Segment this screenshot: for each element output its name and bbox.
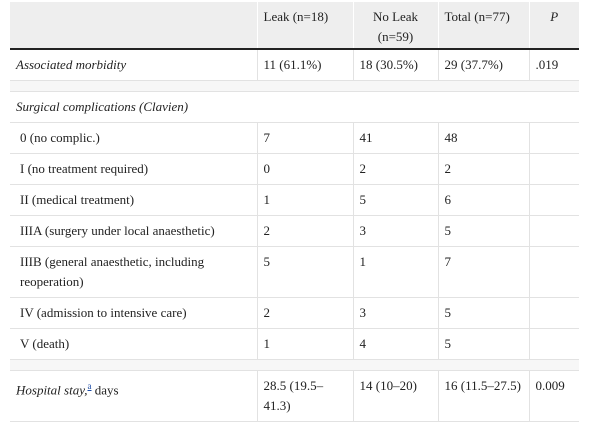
cell-no-leak: 2: [353, 153, 439, 185]
section-row: Surgical complications (Clavien): [10, 91, 579, 123]
table-row: V (death) 1 4 5: [10, 328, 579, 360]
spacer-row: [10, 359, 579, 371]
cell-no-leak: 3: [353, 215, 439, 247]
header-leak: Leak (n=18): [257, 2, 354, 49]
cell-leak: 1: [257, 184, 354, 216]
cell-leak: 5: [257, 246, 354, 298]
table-row: II (medical treatment) 1 5 6: [10, 184, 579, 216]
header-no-leak: No Leak (n=59): [353, 2, 439, 49]
spacer-row: [10, 80, 579, 92]
cell-leak: 7: [257, 122, 354, 154]
table-row: IV (admission to intensive care) 2 3 5: [10, 297, 579, 329]
table-row: Hospital stay,a days 28.5 (19.5–41.3) 14…: [10, 370, 579, 422]
table-row: I (no treatment required) 0 2 2: [10, 153, 579, 185]
cell-total: 48: [438, 122, 530, 154]
row-label: IV (admission to intensive care): [10, 297, 258, 329]
row-label: IIIA (surgery under local anaesthetic): [10, 215, 258, 247]
section-label: Surgical complications (Clavien): [10, 91, 579, 123]
cell-total: 29 (37.7%): [438, 49, 530, 81]
cell-total: 16 (11.5–27.5): [438, 370, 530, 422]
cell-leak: 2: [257, 215, 354, 247]
cell-total: 5: [438, 328, 530, 360]
cell-total: 7: [438, 246, 530, 298]
table-row: Associated morbidity 11 (61.1%) 18 (30.5…: [10, 49, 579, 81]
cell-p: 0.009: [529, 370, 579, 422]
row-label: I (no treatment required): [10, 153, 258, 185]
table-row: 0 (no complic.) 7 41 48: [10, 122, 579, 154]
table-row: IIIB (general anaesthetic, including reo…: [10, 246, 579, 298]
cell-leak: 2: [257, 297, 354, 329]
cell-total: 5: [438, 215, 530, 247]
row-label: Associated morbidity: [10, 49, 258, 81]
header-total: Total (n=77): [438, 2, 530, 49]
cell-leak: 28.5 (19.5–41.3): [257, 370, 354, 422]
cell-no-leak: 41: [353, 122, 439, 154]
header-row: Leak (n=18) No Leak (n=59) Total (n=77) …: [10, 2, 579, 49]
cell-no-leak: 14 (10–20): [353, 370, 439, 422]
unit-label: days: [91, 382, 119, 398]
footnote-link[interactable]: a: [87, 381, 92, 391]
cell-no-leak: 4: [353, 328, 439, 360]
header-p: P: [529, 2, 579, 49]
row-label: 0 (no complic.): [10, 122, 258, 154]
cell-no-leak: 18 (30.5%): [353, 49, 439, 81]
cell-total: 2: [438, 153, 530, 185]
cell-p: [529, 328, 579, 360]
header-empty: [10, 2, 258, 49]
cell-p: .019: [529, 49, 579, 81]
row-label: Hospital stay,a days: [10, 370, 258, 422]
table-row: IIIA (surgery under local anaesthetic) 2…: [10, 215, 579, 247]
cell-total: 6: [438, 184, 530, 216]
cell-p: [529, 215, 579, 247]
row-label: II (medical treatment): [10, 184, 258, 216]
cell-p: [529, 184, 579, 216]
cell-p: [529, 153, 579, 185]
cell-no-leak: 5: [353, 184, 439, 216]
cell-leak: 11 (61.1%): [257, 49, 354, 81]
cell-total: 5: [438, 297, 530, 329]
cell-leak: 0: [257, 153, 354, 185]
cell-no-leak: 3: [353, 297, 439, 329]
cell-no-leak: 1: [353, 246, 439, 298]
hospital-stay-label: Hospital stay,: [16, 382, 88, 398]
row-label: V (death): [10, 328, 258, 360]
cell-p: [529, 246, 579, 298]
cell-p: [529, 297, 579, 329]
cell-p: [529, 122, 579, 154]
cell-leak: 1: [257, 328, 354, 360]
row-label: IIIB (general anaesthetic, including reo…: [10, 246, 258, 298]
complications-table: Leak (n=18) No Leak (n=59) Total (n=77) …: [10, 2, 579, 422]
